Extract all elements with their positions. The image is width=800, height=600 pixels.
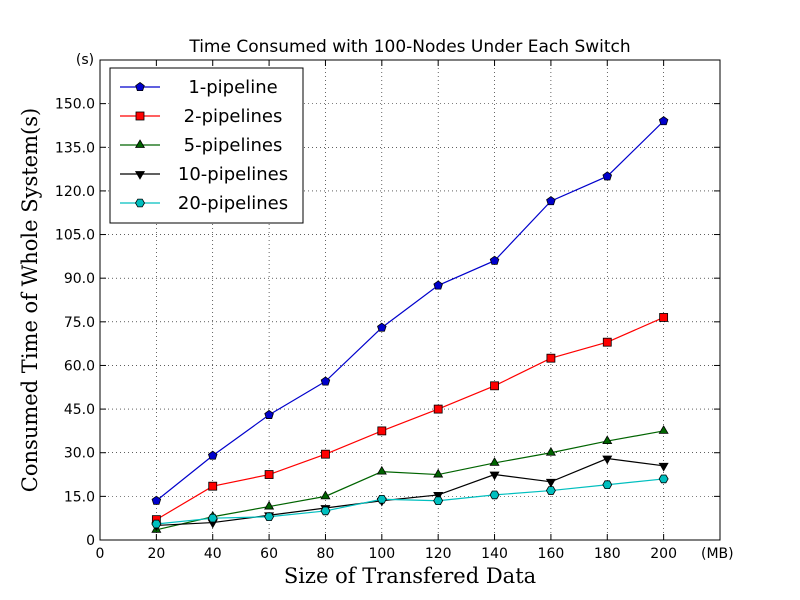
- y-tick-label: 30.0: [64, 446, 95, 462]
- data-point: [264, 500, 275, 510]
- legend-entry: 10-pipelines: [120, 164, 288, 185]
- data-point: [208, 481, 218, 491]
- data-point: [602, 171, 613, 181]
- x-tick-label: 0: [96, 546, 105, 562]
- legend-marker: [134, 171, 146, 180]
- data-point: [433, 468, 444, 478]
- legend-label: 1-pipeline: [188, 77, 277, 98]
- data-point: [545, 486, 556, 495]
- y-axis-unit: (s): [76, 52, 94, 68]
- series-line: [156, 430, 664, 531]
- series-2-pipelines: [151, 313, 669, 525]
- x-tick-label: 120: [425, 546, 452, 562]
- x-axis-label: Size of Transfered Data: [284, 564, 536, 588]
- y-tick-label: 135.0: [55, 140, 95, 156]
- legend-marker: [135, 111, 145, 121]
- legend-entry: 1-pipeline: [120, 77, 278, 98]
- y-axis-label: Consumed Time of Whole System(s): [18, 108, 42, 492]
- x-tick-label: 140: [481, 546, 508, 562]
- series-line: [156, 478, 664, 525]
- data-point: [658, 462, 669, 472]
- y-tick-label: 90.0: [64, 271, 95, 287]
- data-point: [489, 490, 500, 500]
- legend-marker: [135, 82, 145, 92]
- y-tick-label: 75.0: [64, 315, 95, 331]
- data-point: [546, 353, 556, 363]
- series-layer: [151, 116, 669, 533]
- series-line: [155, 120, 665, 502]
- data-point: [658, 474, 669, 484]
- data-point: [376, 494, 387, 504]
- data-point: [658, 425, 669, 434]
- legend-label: 5-pipelines: [184, 135, 283, 156]
- data-point: [659, 313, 669, 322]
- x-tick-label: 180: [594, 546, 621, 562]
- data-point: [320, 490, 331, 500]
- data-point: [151, 519, 162, 529]
- data-point: [207, 513, 218, 523]
- data-point: [433, 404, 443, 414]
- x-axis-unit: (MB): [701, 546, 734, 562]
- data-point: [489, 471, 500, 481]
- x-tick-label: 200: [650, 546, 677, 562]
- data-point: [545, 478, 556, 488]
- data-point: [264, 512, 275, 522]
- data-point: [377, 426, 387, 436]
- data-point: [658, 116, 669, 126]
- x-tick-label: 40: [204, 546, 222, 562]
- legend-label: 10-pipelines: [178, 164, 288, 185]
- series-1-pipeline: [151, 116, 669, 505]
- data-point: [433, 280, 443, 290]
- data-point: [545, 446, 556, 456]
- data-point: [602, 337, 612, 347]
- y-tick-label: 120.0: [55, 184, 95, 200]
- x-tick-label: 60: [260, 546, 278, 562]
- data-point: [602, 480, 613, 490]
- data-point: [376, 465, 387, 475]
- data-point: [320, 376, 331, 386]
- legend-marker: [135, 198, 145, 208]
- data-point: [264, 470, 274, 479]
- legend-label: 20-pipelines: [178, 193, 288, 214]
- x-tick-label: 20: [147, 546, 165, 562]
- data-point: [489, 457, 500, 466]
- legend-marker: [134, 139, 146, 148]
- data-point: [151, 495, 162, 505]
- plot-frame: [99, 59, 721, 541]
- y-tick-label: 150.0: [55, 97, 95, 113]
- data-point: [433, 496, 444, 506]
- x-tick-label: 160: [538, 546, 565, 562]
- x-tick-label: 80: [317, 546, 335, 562]
- data-point: [321, 449, 330, 459]
- data-point: [264, 409, 274, 419]
- legend-entry: 5-pipelines: [120, 135, 282, 156]
- data-point: [546, 196, 556, 206]
- series-line: [156, 316, 664, 521]
- legend: 1-pipeline 2-pipelines 5-pipelines 10-pipel…: [109, 67, 304, 224]
- y-tick-label: 60.0: [64, 358, 95, 374]
- y-tick-label: 0: [86, 533, 95, 549]
- data-point: [377, 322, 387, 332]
- series-20-pipelines: [151, 474, 669, 529]
- axis-ticks: 0 20 40 60 80 100 120 140 160 180 200 0 15.0 30.0 45.0…: [55, 60, 720, 562]
- data-point: [490, 381, 499, 391]
- y-tick-label: 105.0: [55, 228, 95, 244]
- legend-label: 2-pipelines: [184, 106, 283, 127]
- y-tick-label: 45.0: [64, 402, 95, 418]
- data-point: [433, 492, 444, 501]
- legend-entry: 20-pipelines: [120, 193, 288, 214]
- data-point: [489, 255, 500, 265]
- legend-entry: 2-pipelines: [120, 106, 282, 127]
- x-tick-label: 100: [368, 546, 395, 562]
- data-point: [320, 506, 331, 516]
- data-point: [207, 450, 218, 460]
- data-point: [602, 455, 613, 465]
- series-line: [156, 457, 664, 527]
- y-tick-label: 15.0: [64, 489, 95, 505]
- chart-title: Time Consumed with 100-Nodes Under Each …: [188, 37, 630, 57]
- data-point: [602, 435, 613, 444]
